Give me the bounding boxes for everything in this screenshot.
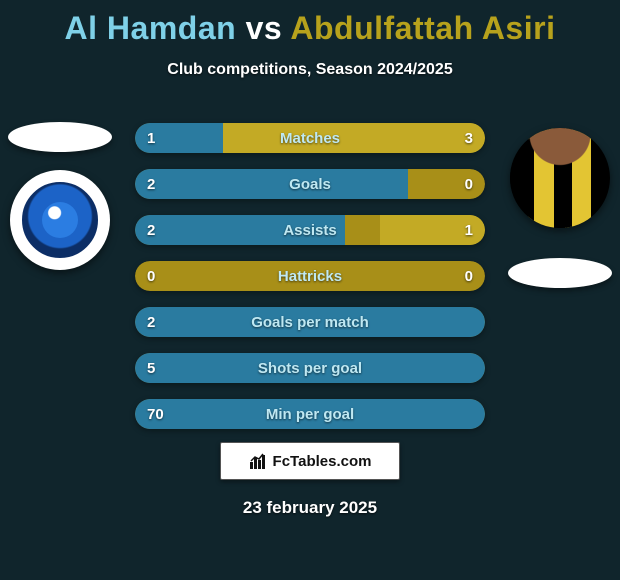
title-player2: Abdulfattah Asiri	[290, 10, 555, 46]
jersey-icon	[510, 128, 610, 228]
stat-label: Goals	[135, 169, 485, 199]
stat-label: Matches	[135, 123, 485, 153]
stat-label: Assists	[135, 215, 485, 245]
title-player1: Al Hamdan	[65, 10, 237, 46]
subtitle: Club competitions, Season 2024/2025	[0, 61, 620, 79]
player2-flag-ellipse	[508, 258, 612, 288]
stat-label: Hattricks	[135, 261, 485, 291]
club-badge-icon	[18, 178, 102, 262]
stat-row: 2Goals per match	[135, 307, 485, 337]
title-vs: vs	[246, 10, 283, 46]
date-text: 23 february 2025	[0, 498, 620, 518]
infographic: Al Hamdan vs Abdulfattah Asiri Club comp…	[0, 0, 620, 580]
comparison-bars: 13Matches 20Goals 21Assists 00Hattricks 2Goa…	[135, 123, 485, 445]
player2-photo	[510, 128, 610, 228]
page-title: Al Hamdan vs Abdulfattah Asiri	[0, 0, 620, 47]
stat-row: 00Hattricks	[135, 261, 485, 291]
player1-flag-ellipse	[8, 122, 112, 152]
stat-label: Min per goal	[135, 399, 485, 429]
stat-row: 5Shots per goal	[135, 353, 485, 383]
stat-row: 21Assists	[135, 215, 485, 245]
player1-club-badge	[10, 170, 110, 270]
site-badge: FcTables.com	[220, 442, 400, 480]
stat-row: 20Goals	[135, 169, 485, 199]
site-name-rest: Tables.com	[290, 453, 371, 470]
stat-row: 70Min per goal	[135, 399, 485, 429]
chart-icon	[249, 452, 267, 470]
stat-label: Shots per goal	[135, 353, 485, 383]
site-name: FcTables.com	[273, 453, 372, 470]
stat-row: 13Matches	[135, 123, 485, 153]
site-name-prefix: Fc	[273, 453, 291, 470]
stat-label: Goals per match	[135, 307, 485, 337]
